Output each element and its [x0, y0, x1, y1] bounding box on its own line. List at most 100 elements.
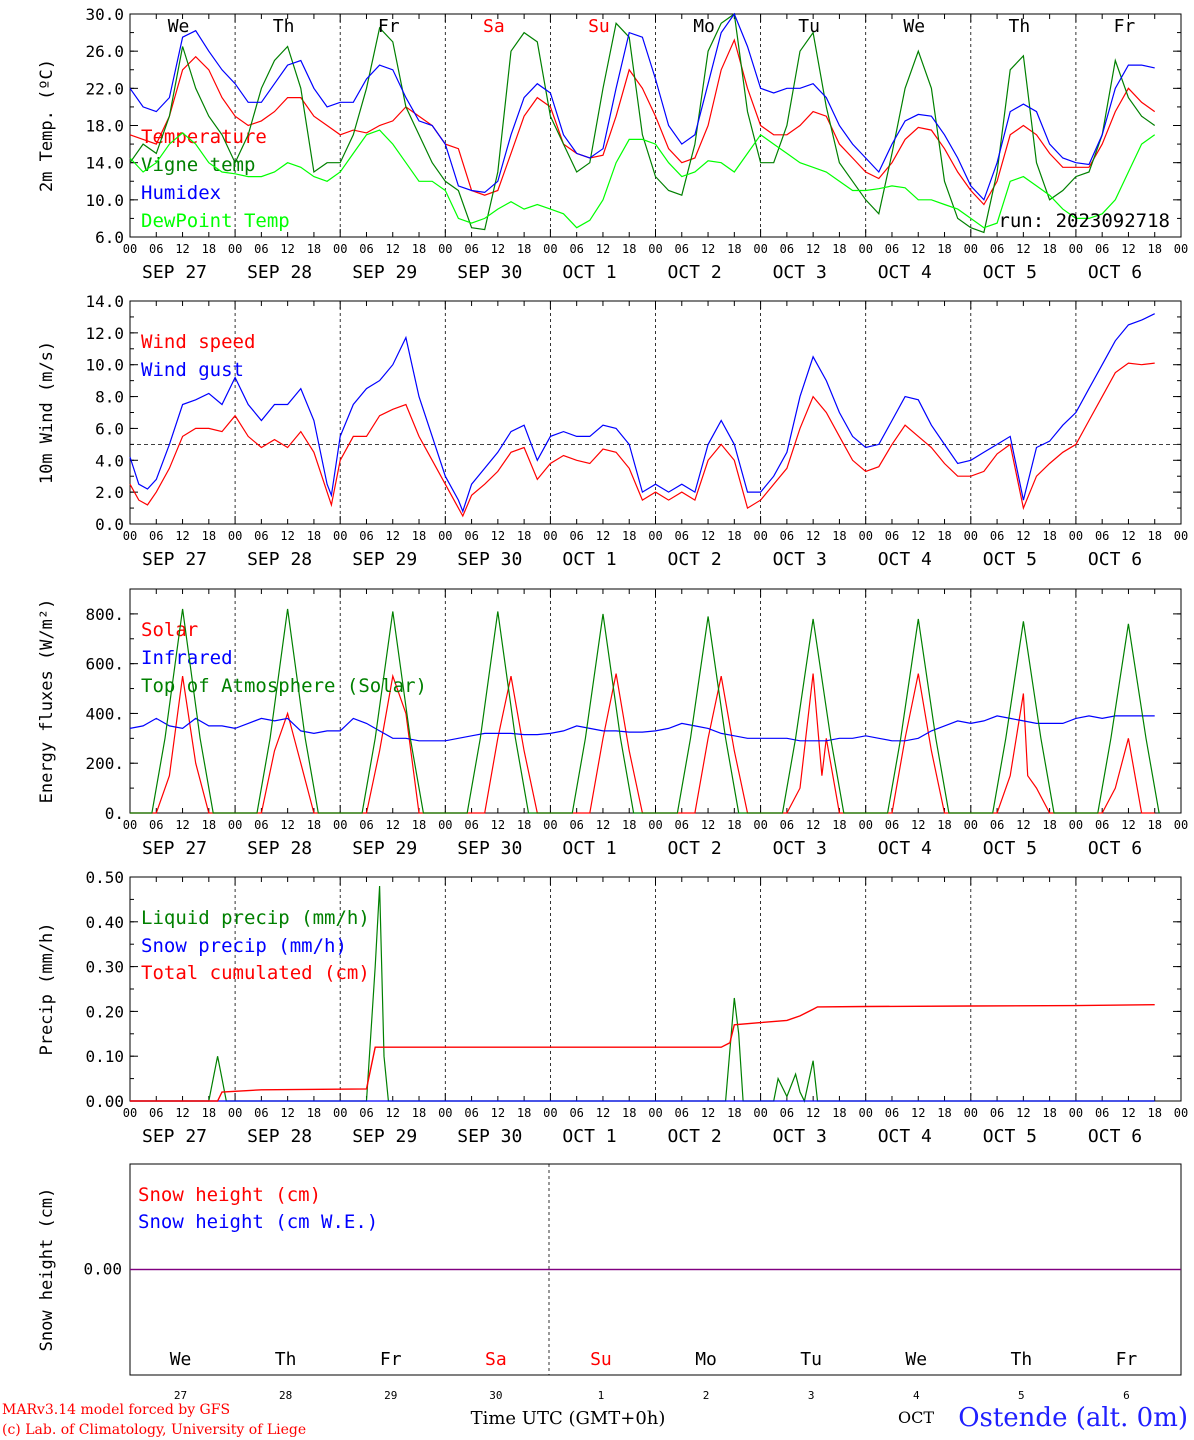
date-label: OCT 2 — [668, 549, 722, 570]
y-tick-label: 22.0 — [85, 79, 124, 98]
legend-entry: Infrared — [141, 647, 233, 669]
date-label: OCT 6 — [1088, 838, 1142, 859]
hour-label: 18 — [307, 818, 321, 832]
date-label: OCT 3 — [773, 262, 827, 283]
day-number: 1 — [598, 1389, 605, 1402]
day-name: Sa — [485, 1349, 507, 1370]
y-tick-label: 10.0 — [85, 191, 124, 210]
hour-label: 00 — [333, 1106, 347, 1120]
hour-label: 00 — [648, 818, 662, 832]
day-name: Th — [1009, 16, 1031, 37]
date-label: SEP 27 — [142, 1126, 207, 1147]
hour-label: 00 — [543, 1106, 557, 1120]
hour-label: 06 — [359, 818, 373, 832]
date-label: SEP 28 — [247, 262, 312, 283]
date-label: OCT 5 — [983, 1126, 1037, 1147]
day-name: Su — [588, 16, 610, 37]
day-number: 4 — [913, 1389, 920, 1402]
legend-entry: Liquid precip (mm/h) — [141, 907, 370, 929]
y-tick-label: 4.0 — [95, 451, 124, 470]
date-label: OCT 1 — [562, 262, 616, 283]
run-label: run: 2023092718 — [998, 210, 1170, 232]
date-label: OCT 4 — [878, 262, 932, 283]
hour-label: 12 — [386, 242, 400, 256]
panel-5: 0.00 Snow height (cm) Snow height (cm) Snow… — [37, 1163, 1182, 1376]
y-tick-label: 0.40 — [85, 913, 124, 932]
hour-label: 00 — [1174, 529, 1188, 543]
credit-line-1: MARv3.14 model forced by GFS — [2, 1402, 230, 1418]
hour-label: 06 — [359, 1106, 373, 1120]
series-line — [129, 38, 1156, 206]
hour-label: 18 — [832, 1106, 846, 1120]
date-label: OCT 1 — [562, 549, 616, 570]
legend-entry: Total cumulated (cm) — [141, 962, 370, 984]
date-label: OCT 5 — [983, 549, 1037, 570]
day-name: Th — [1011, 1349, 1033, 1370]
hour-label: 00 — [858, 242, 872, 256]
hour-label: 06 — [464, 529, 478, 543]
series-line — [130, 608, 1160, 814]
y-tick-label: 18.0 — [85, 117, 124, 136]
y-tick-label: 0.00 — [83, 1260, 122, 1279]
date-label: SEP 28 — [247, 549, 312, 570]
date-label: SEP 29 — [352, 262, 417, 283]
y-tick-label: 0.50 — [85, 868, 124, 887]
legend-entry: Temperature — [141, 126, 267, 148]
date-label: OCT 3 — [773, 549, 827, 570]
date-label: SEP 30 — [457, 838, 522, 859]
hour-label: 06 — [359, 242, 373, 256]
panel-1: 00 06 12 18 00 06 12 18 00 06 12 18 00 06 12 18 00 06 12 18… — [37, 5, 1188, 283]
hour-label: 12 — [806, 529, 820, 543]
hour-label: 06 — [780, 529, 794, 543]
hour-label: 18 — [832, 529, 846, 543]
hour-label: 18 — [937, 818, 951, 832]
y-tick-label: 400. — [85, 704, 124, 723]
day-number: 27 — [174, 1389, 187, 1402]
hour-label: 00 — [753, 818, 767, 832]
day-number: 28 — [279, 1389, 292, 1402]
hour-label: 00 — [753, 529, 767, 543]
date-label: SEP 27 — [142, 262, 207, 283]
hour-label: 00 — [858, 1106, 872, 1120]
hour-label: 18 — [727, 529, 741, 543]
hour-label: 18 — [307, 529, 321, 543]
hour-label: 00 — [438, 818, 452, 832]
time-axis-title: Time UTC (GMT+0h) — [471, 1408, 666, 1429]
hour-label: 00 — [1069, 1106, 1083, 1120]
hour-label: 18 — [727, 242, 741, 256]
hour-label: 06 — [464, 1106, 478, 1120]
hour-label: 18 — [1042, 242, 1056, 256]
hour-label: 18 — [412, 242, 426, 256]
hour-label: 18 — [412, 818, 426, 832]
day-number: 2 — [703, 1389, 710, 1402]
date-label: OCT 4 — [878, 1126, 932, 1147]
hour-label: 12 — [806, 242, 820, 256]
legend-entry: Snow precip (mm/h) — [141, 935, 347, 957]
date-label: OCT 2 — [668, 1126, 722, 1147]
hour-label: 06 — [149, 818, 163, 832]
hour-label: 12 — [596, 1106, 610, 1120]
hour-label: 00 — [123, 529, 137, 543]
hour-label: 06 — [464, 818, 478, 832]
date-label: OCT 1 — [562, 1126, 616, 1147]
hour-label: 06 — [885, 242, 899, 256]
hour-label: 12 — [911, 242, 925, 256]
hour-label: 00 — [123, 1106, 137, 1120]
date-label: OCT 5 — [983, 838, 1037, 859]
hour-label: 06 — [464, 242, 478, 256]
hour-label: 18 — [202, 818, 216, 832]
y-tick-label: 0.10 — [85, 1047, 124, 1066]
series-line — [130, 1004, 1155, 1102]
hour-label: 12 — [701, 818, 715, 832]
legend-entry: Wind gust — [141, 359, 244, 381]
date-label: OCT 1 — [562, 838, 616, 859]
series-line — [129, 12, 1155, 201]
hour-label: 00 — [964, 1106, 978, 1120]
y-axis-label: Energy fluxes (W/m²) — [37, 599, 57, 804]
hour-label: 18 — [202, 529, 216, 543]
legend-entry: Solar — [141, 619, 198, 641]
panel-2: 00 06 12 18 00 06 12 18 00 06 12 18 00 06 12 18 00 06 12 18… — [37, 292, 1188, 570]
y-tick-label: 30.0 — [85, 5, 124, 24]
legend-entry: Snow height (cm W.E.) — [138, 1211, 378, 1233]
hour-label: 06 — [569, 818, 583, 832]
